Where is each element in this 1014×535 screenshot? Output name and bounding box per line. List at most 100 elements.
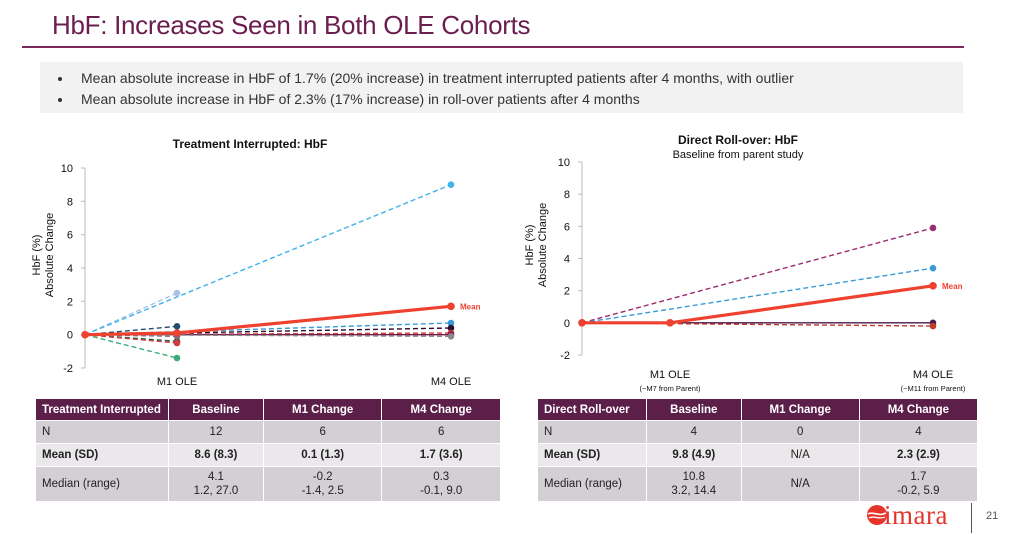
patient-point [173,289,181,297]
cell: 4 [646,420,742,444]
series-label: Mean [460,302,481,311]
patient-point [447,181,455,188]
y-tick-label: 6 [564,221,570,233]
median: 10.8 [682,471,705,483]
table-row: Mean (SD) 9.8 (4.9) N/A 2.3 (2.9) [537,443,979,467]
cell: -0.2 -1.4, 2.5 [262,466,383,502]
patient-point [929,264,937,272]
patient-point [929,322,937,330]
patient-line [84,333,178,343]
median: 0.3 [433,471,450,483]
header-cell: M1 Change [262,398,383,421]
cell: N/A [740,466,860,502]
cell: 4 [858,420,979,444]
series-label: Mean [942,282,963,291]
cell: 0.1 (1.3) [262,443,383,467]
y-axis-label: HbF (%) [524,225,536,266]
patient-line [84,327,452,336]
mean-line [582,284,934,325]
x-tick-label: M4 OLE [913,369,953,381]
y-axis-label: Absolute Change [537,203,549,287]
summary-bullets: Mean absolute increase in HbF of 1.7% (2… [40,62,963,113]
treatment-interrupted-table: Treatment Interrupted Baseline M1 Change… [35,398,501,502]
cell: 2.3 (2.9) [858,443,979,467]
cell: N [35,420,169,444]
y-axis-label: Absolute Change [44,213,56,297]
bullet-item: Mean absolute increase in HbF of 2.3% (1… [73,89,963,110]
mean-line [84,304,452,337]
imara-logo-icon [867,505,887,525]
bullet-item: Mean absolute increase in HbF of 1.7% (2… [73,68,963,89]
header-cell: M1 Change [740,398,860,421]
patient-line [84,292,178,336]
mean-point [173,329,181,337]
slide-title: HbF: Increases Seen in Both OLE Cohorts [52,10,531,40]
x-tick-sublabel: (~M11 from Parent) [901,384,966,393]
table-row: Mean (SD) 8.6 (8.3) 0.1 (1.3) 1.7 (3.6) [35,443,501,467]
chart-title: Direct Roll-over: HbF [678,133,798,147]
y-tick-label: 0 [564,318,570,330]
table-row: Median (range) 10.8 3.2, 14.4 N/A 1.7 -0.2… [537,466,979,502]
x-tick-label: M4 OLE [431,376,471,388]
mean-point [81,330,89,339]
cell: Mean (SD) [537,443,647,467]
cell: 6 [381,420,501,444]
y-tick-label: 4 [67,263,73,275]
cell: 1.7 (3.6) [381,443,501,467]
chart-title: Treatment Interrupted: HbF [173,137,328,151]
y-tick-label: 2 [67,296,73,308]
cell: 6 [262,420,383,444]
range: 3.2, 14.4 [671,485,717,497]
cell: 0 [740,420,860,444]
cell: 9.8 (4.9) [646,443,742,467]
cell: N/A [740,443,860,467]
y-tick-label: 10 [558,157,570,169]
cell: 0.3 -0.1, 9.0 [381,466,501,502]
mean-point [929,282,937,290]
patient-line [84,333,452,338]
y-tick-label: -2 [560,350,570,362]
header-cell: M4 Change [858,398,979,421]
x-tick-label: M1 OLE [650,369,690,381]
median: 1.7 [910,471,927,483]
title-divider [22,46,964,48]
patient-point [447,333,455,340]
header-cell: Baseline [168,398,264,421]
patient-line [581,267,934,324]
page-number: 21 [986,510,999,522]
chart-subtitle: Baseline from parent study [673,149,804,161]
patient-point [173,323,181,330]
y-tick-label: 8 [564,189,570,201]
header-cell: Baseline [646,398,742,421]
cell: 12 [168,420,264,444]
table-row: N 4 0 4 [537,420,979,444]
cell: N [537,420,647,444]
y-tick-label: 6 [67,230,73,242]
direct-rollover-table: Direct Roll-over Baseline M1 Change M4 C… [537,398,979,502]
cell: 1.7 -0.2, 5.9 [858,466,979,502]
cell: Median (range) [35,466,169,502]
cell: 10.8 3.2, 14.4 [646,466,742,502]
y-tick-label: 2 [564,286,570,298]
y-tick-label: 10 [61,163,73,175]
table-row: Median (range) 4.1 1.2, 27.0 -0.2 -1.4, 2.… [35,466,501,502]
patient-line [84,333,178,344]
cell: Mean (SD) [35,443,169,467]
x-tick-label: M1 OLE [157,376,197,388]
cell: 4.1 1.2, 27.0 [168,466,264,502]
table-header-row: Treatment Interrupted Baseline M1 Change… [35,398,501,421]
header-cell: M4 Change [381,398,501,421]
footer-divider [971,503,972,533]
patient-line [84,184,452,336]
range: 1.2, 27.0 [193,485,239,497]
logo-wordmark: imara [884,500,948,530]
patient-line [84,325,178,336]
y-tick-label: -2 [63,363,73,375]
median: 4.1 [207,471,224,483]
patient-line [84,333,178,338]
patient-line [84,322,452,336]
cell: 8.6 (8.3) [168,443,264,467]
patient-point [929,224,937,232]
table-row: N 12 6 6 [35,420,501,444]
charts-canvas: Treatment Interrupted: HbF -2 0 2 4 6 8 10 HbF (… [31,133,966,393]
